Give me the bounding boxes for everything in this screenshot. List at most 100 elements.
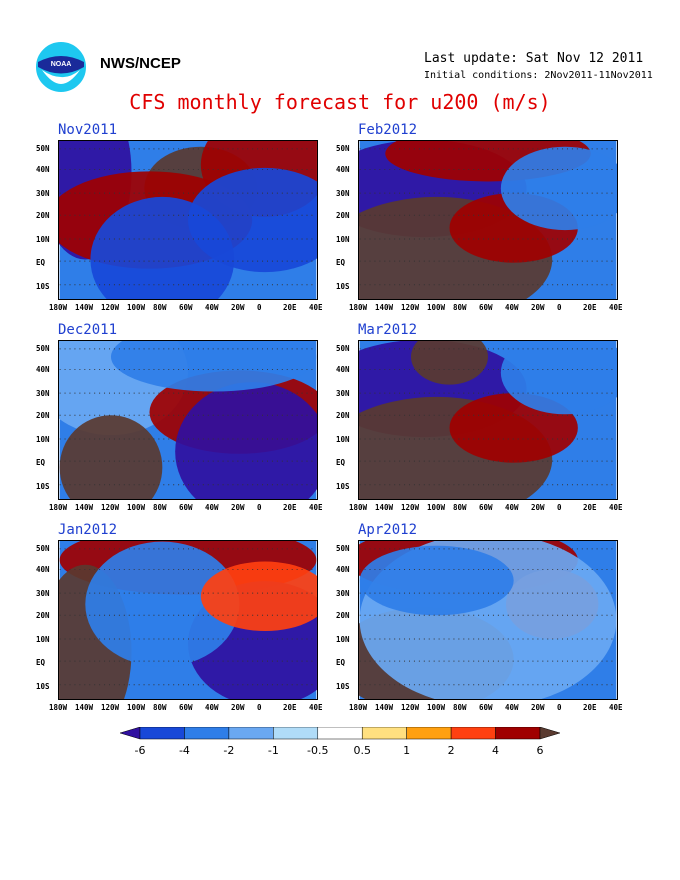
colorbar-label: 4 (492, 744, 499, 757)
colorbar-label: -6 (135, 744, 146, 757)
x-tick-label: 0 (257, 503, 262, 512)
y-tick-label: 10N (36, 635, 50, 645)
x-tick-label: 120W (101, 503, 120, 512)
x-tick-label: 40E (309, 703, 323, 712)
y-tick-label: 50N (336, 344, 350, 353)
forecast-map-2 (58, 340, 318, 500)
y-tick-label: 30N (336, 188, 350, 198)
y-tick-label: 10S (336, 481, 350, 491)
x-tick-label: 20W (531, 503, 545, 512)
x-tick-label: 20W (231, 503, 245, 512)
x-tick-label: 80W (153, 703, 167, 712)
x-tick-label: 20E (283, 503, 297, 512)
y-tick-label: 20N (36, 211, 50, 221)
x-tick-label: 40W (505, 703, 519, 712)
y-tick-label: 10N (336, 435, 350, 445)
forecast-map-3 (58, 540, 318, 700)
colorbar: -6 -4 -2 -1 -0.5 0.5 1 2 4 6 (120, 727, 560, 757)
x-tick-label: 0 (557, 303, 562, 312)
x-tick-label: 100W (127, 503, 146, 512)
field-blob (200, 561, 317, 632)
panel-title: Apr2012 (358, 522, 418, 538)
field-blob (59, 415, 163, 499)
panel-title: Nov2011 (58, 122, 118, 138)
x-tick-label: 180W (49, 703, 68, 712)
x-tick-label: 180W (49, 503, 68, 512)
x-tick-label: 80W (453, 503, 467, 512)
x-tick-label: 180W (349, 503, 368, 512)
x-tick-label: 0 (557, 703, 562, 712)
x-tick-label: 0 (557, 503, 562, 512)
x-tick-label: 140W (75, 703, 94, 712)
x-tick-label: 20W (531, 303, 545, 312)
x-tick-label: 120W (101, 303, 120, 312)
y-tick-label: 10S (36, 281, 50, 291)
y-tick-label: EQ (336, 657, 346, 667)
x-tick-label: 40W (205, 303, 219, 312)
y-tick-label: 40N (36, 164, 50, 174)
x-tick-label: 20E (283, 703, 297, 712)
x-tick-label: 20W (531, 703, 545, 712)
y-tick-label: 40N (36, 564, 50, 574)
colorbar-label: -1 (268, 744, 279, 757)
y-tick-label: 40N (336, 364, 350, 374)
x-tick-label: 20E (283, 303, 297, 312)
x-tick-label: 20E (583, 503, 597, 512)
field-blob (111, 341, 317, 392)
colorbar-swatch (495, 727, 541, 740)
x-tick-label: 120W (401, 303, 420, 312)
x-tick-label: 120W (401, 703, 420, 712)
x-tick-label: 100W (127, 703, 146, 712)
colorbar-swatch (450, 727, 496, 740)
y-tick-label: 50N (336, 144, 350, 153)
panel-title: Feb2012 (358, 122, 418, 138)
y-tick-label: 30N (36, 188, 50, 198)
forecast-map-4 (358, 140, 618, 300)
colorbar-swatch (139, 727, 185, 740)
y-tick-label: EQ (36, 457, 46, 467)
colorbar-label: 0.5 (353, 744, 371, 757)
x-tick-label: 20E (583, 703, 597, 712)
x-tick-label: 20E (583, 303, 597, 312)
x-tick-label: 0 (257, 703, 262, 712)
x-tick-label: 80W (153, 503, 167, 512)
y-tick-label: EQ (336, 457, 346, 467)
colorbar-swatch (539, 727, 560, 740)
x-tick-label: 40W (205, 703, 219, 712)
x-tick-label: 180W (49, 303, 68, 312)
x-tick-label: 80W (453, 703, 467, 712)
field-blob (188, 167, 317, 273)
colorbar-label: -4 (179, 744, 190, 757)
x-tick-label: 40W (205, 503, 219, 512)
forecast-map-6 (358, 540, 618, 700)
x-tick-label: 140W (375, 703, 394, 712)
y-tick-label: 40N (336, 564, 350, 574)
x-tick-label: 40E (609, 503, 623, 512)
x-tick-label: 20W (231, 303, 245, 312)
y-tick-label: 30N (336, 388, 350, 398)
x-tick-label: 140W (375, 303, 394, 312)
colorbar-label: -0.5 (307, 744, 328, 757)
x-tick-label: 100W (127, 303, 146, 312)
x-tick-label: 60W (179, 303, 193, 312)
x-tick-label: 40W (505, 303, 519, 312)
y-tick-label: 50N (336, 544, 350, 553)
y-tick-label: 20N (336, 411, 350, 421)
x-tick-label: 40E (309, 503, 323, 512)
colorbar-swatch (317, 727, 363, 740)
x-tick-label: 80W (453, 303, 467, 312)
y-tick-label: 10N (36, 435, 50, 445)
colorbar-swatch (120, 727, 141, 740)
field-blob (500, 341, 617, 415)
x-tick-label: 100W (427, 303, 446, 312)
colorbar-label: 2 (448, 744, 455, 757)
colorbar-swatch (273, 727, 319, 740)
x-tick-label: 120W (401, 503, 420, 512)
last-update: Last update: Sat Nov 12 2011 (424, 51, 644, 66)
svg-text:NOAA: NOAA (51, 61, 72, 68)
field-blob (410, 341, 488, 385)
x-tick-label: 60W (479, 503, 493, 512)
field-blob (85, 541, 240, 667)
x-tick-label: 0 (257, 303, 262, 312)
noaa-logo-icon: NOAA (34, 40, 88, 94)
